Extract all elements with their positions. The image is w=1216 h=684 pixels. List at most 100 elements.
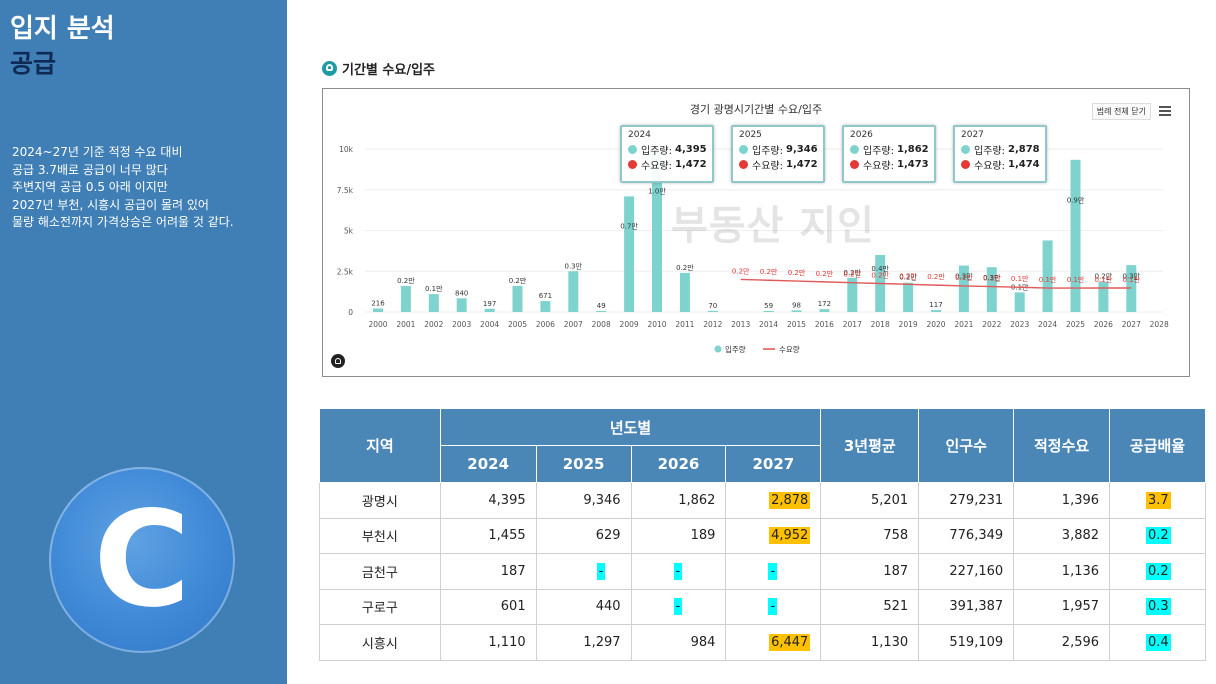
y-tick-label: 5k (344, 227, 354, 236)
red-dot-icon (628, 160, 637, 169)
bar-data-label: 1.0만 (648, 187, 666, 196)
x-tick-label: 2000 (368, 320, 387, 329)
highlighted-value: 3.7 (1146, 491, 1171, 509)
header-region: 지역 (319, 408, 441, 483)
bar-2021 (958, 265, 969, 312)
tooltip-2026: 2026 입주량: 1,862 수요량: 1,473 (842, 125, 936, 183)
bar-2020 (931, 310, 941, 312)
chart-panel: 경기 광명시기간별 수요/입주 0 2.5k 5k 7.5k 10k 2000 216 2001… (322, 88, 1190, 377)
highlighted-value: 2,878 (769, 491, 811, 509)
bar-2017 (847, 277, 858, 312)
bar-2015 (791, 310, 802, 312)
cell-demand: 1,136 (1013, 553, 1111, 590)
hamburger-menu-icon[interactable] (1159, 106, 1171, 116)
cell-demand: 1,396 (1013, 482, 1111, 519)
bar-2005 (512, 285, 523, 312)
bar-2003 (456, 298, 467, 312)
x-tick-label: 2020 (926, 320, 945, 329)
cell-avg3: 521 (820, 588, 920, 625)
cell-avg3: 758 (820, 517, 920, 554)
x-tick-label: 2010 (647, 320, 666, 329)
line-data-label: 0.1만 (955, 273, 973, 282)
highlighted-value: 0.3 (1146, 598, 1171, 616)
bar-2007 (568, 271, 579, 312)
tooltip-label: 수요량: (974, 161, 1005, 172)
cell-2025: 1,297 (535, 624, 632, 661)
x-tick-label: 2003 (452, 320, 471, 329)
bar-2025 (1070, 159, 1081, 312)
note-line: 주변지역 공급 0.5 아래 이지만 (12, 180, 168, 194)
x-tick-label: 2017 (843, 320, 862, 329)
bar-data-label: 0.3만 (1123, 271, 1141, 280)
cell-ratio: 0.4 (1109, 624, 1206, 661)
x-tick-label: 2016 (815, 320, 834, 329)
cell-region: 구로구 (319, 588, 441, 625)
tooltip-year: 2027 (961, 130, 984, 140)
bar-2022 (986, 267, 997, 312)
y-tick-label: 7.5k (337, 186, 354, 195)
tooltip-demand: 수요량: 1,474 (961, 157, 1040, 172)
page-subtitle: 공급 (10, 49, 57, 78)
line-data-label: 0.1만 (983, 274, 1001, 283)
section-title: 기간별 수요/입주 (342, 62, 435, 78)
cell-2025: - (535, 553, 632, 590)
cell-2026: - (630, 588, 727, 625)
bar-data-label: 70 (708, 302, 717, 310)
demand-line (740, 278, 1132, 289)
table-row: 구로구 601 440 - - 521 391,387 1,957 0.3 (319, 588, 1206, 625)
tooltip-label: 입주량: (863, 146, 894, 157)
bar-data-label: 0.2만 (509, 276, 527, 285)
x-tick-label: 2009 (620, 320, 639, 329)
x-tick-label: 2015 (787, 320, 806, 329)
table-row: 광명시 4,395 9,346 1,862 2,878 5,201 279,23… (319, 482, 1206, 519)
bar-2019 (903, 282, 914, 312)
header-demand: 적정수요 (1013, 408, 1111, 483)
bar-data-label: 0.3만 (565, 261, 583, 270)
cell-2027: - (725, 553, 822, 590)
cell-2026: 984 (630, 624, 727, 661)
cell-region: 광명시 (319, 482, 441, 519)
bar-2010 (652, 147, 662, 312)
legend-toggle-button[interactable]: 범례 전체 닫기 (1091, 103, 1151, 120)
bar-data-label: 117 (929, 301, 942, 309)
line-data-label: 0.2만 (844, 270, 862, 279)
bar-data-label: 0.3만 (955, 272, 973, 281)
cell-avg3: 187 (820, 553, 920, 590)
x-tick-label: 2013 (731, 320, 750, 329)
bar-2000 (373, 308, 383, 312)
header-by-year: 년도별 (439, 408, 822, 446)
bar-data-label: 840 (455, 289, 468, 297)
bar-data-label: 0.2만 (1095, 272, 1113, 281)
bar-data-label: 172 (818, 300, 831, 308)
grade-letter: C (93, 483, 191, 637)
cell-2024: 1,455 (439, 517, 537, 554)
bar-2014 (763, 311, 774, 312)
cell-population: 391,387 (918, 588, 1015, 625)
bar-2023 (1014, 292, 1025, 312)
cell-2027: - (725, 588, 822, 625)
tooltip-label: 수요량: (863, 161, 894, 172)
cell-2026: 189 (630, 517, 727, 554)
bar-2004 (484, 308, 495, 312)
x-tick-label: 2004 (480, 320, 499, 329)
cell-2025: 440 (535, 588, 632, 625)
cell-ratio: 0.2 (1109, 553, 1206, 590)
x-tick-label: 2028 (1150, 320, 1169, 329)
bar-2001 (400, 285, 411, 312)
tooltip-move-in: 입주량: 2,878 (961, 142, 1040, 157)
line-data-label: 0.1만 (1095, 275, 1113, 284)
teal-dot-icon (961, 145, 970, 154)
grade-badge: C (49, 467, 235, 653)
teal-dot-icon (739, 145, 748, 154)
bar-2012 (707, 310, 718, 312)
header-ratio: 공급배율 (1109, 408, 1206, 483)
highlighted-value: 0.2 (1146, 562, 1171, 580)
line-data-label: 0.1만 (1011, 274, 1029, 283)
home-icon (322, 60, 337, 76)
highlighted-value: - (673, 598, 683, 616)
bar-2006 (540, 301, 551, 312)
bar-data-label: 59 (764, 302, 773, 310)
watermark: 부동산 지인 (671, 203, 875, 249)
logo-icon (331, 354, 345, 368)
analysis-notes: 2024~27년 기준 적정 수요 대비 공급 3.7배로 공급이 너무 많다 … (12, 144, 284, 232)
